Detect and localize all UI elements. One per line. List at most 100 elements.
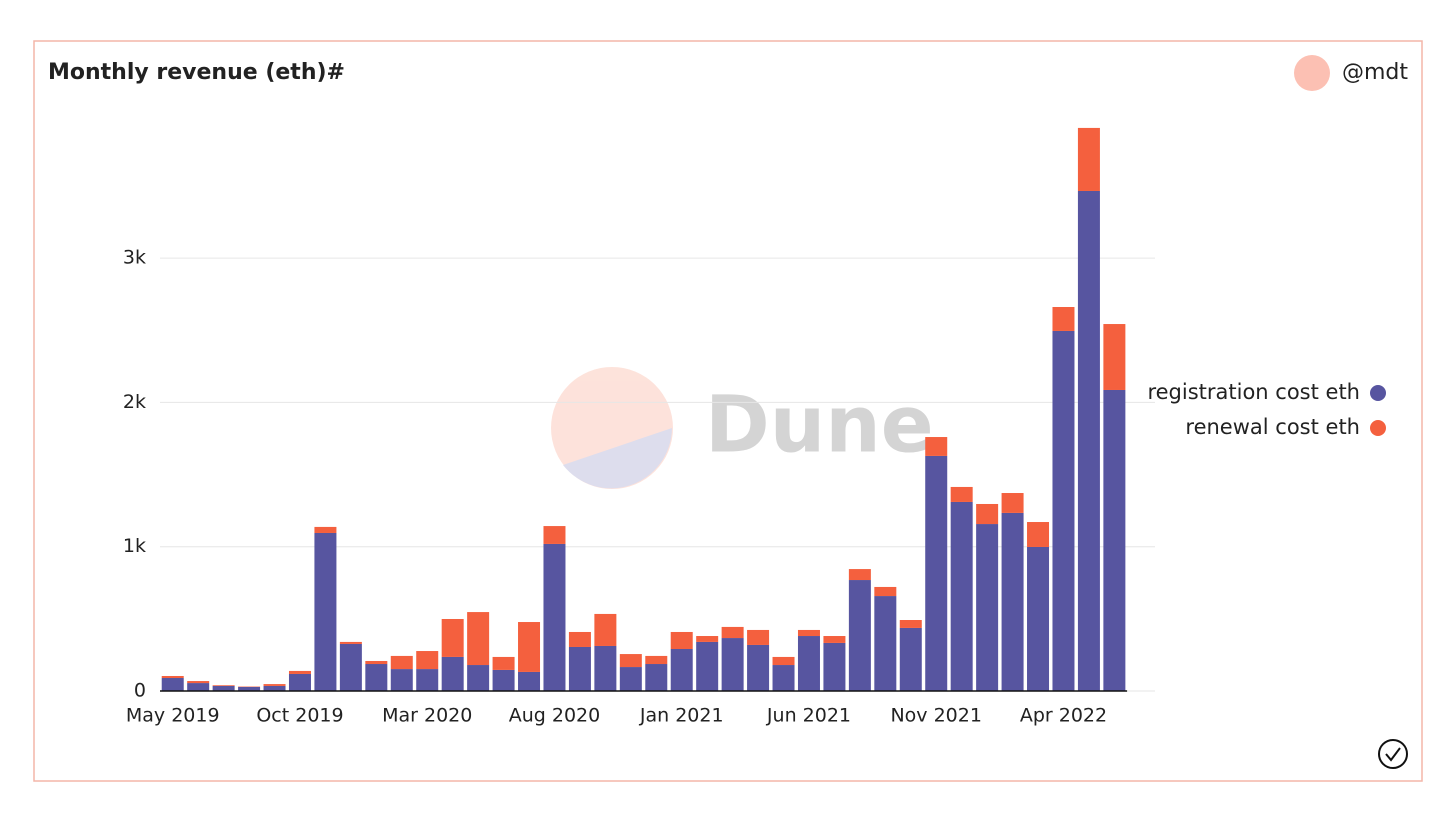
- watermark-logo: [551, 367, 673, 489]
- x-tick-label: Jan 2021: [639, 705, 724, 727]
- bar-segment: [619, 654, 642, 668]
- bar-segment: [518, 622, 541, 672]
- bar-segment: [1103, 389, 1126, 691]
- bar-segment: [670, 649, 693, 691]
- bar-segment: [161, 678, 184, 691]
- bar-segment: [1077, 127, 1100, 191]
- bar-segment: [950, 486, 973, 502]
- bar-segment: [288, 673, 311, 691]
- bar-segment: [772, 665, 795, 691]
- bar-segment: [492, 656, 515, 670]
- x-tick-label: Oct 2019: [256, 705, 343, 727]
- bar-segment: [645, 664, 668, 691]
- legend-swatch: [1370, 420, 1386, 436]
- bar-segment: [467, 612, 490, 666]
- bar-segment: [390, 655, 413, 670]
- x-tick-label: May 2019: [126, 705, 220, 727]
- bar-segment: [1103, 324, 1126, 390]
- bar-segment: [288, 670, 311, 674]
- check-circle[interactable]: [1378, 739, 1408, 769]
- bar-segment: [950, 501, 973, 691]
- bar-segment: [1052, 330, 1075, 691]
- bar-segment: [899, 627, 922, 691]
- bar-segment: [339, 643, 362, 691]
- check-mark[interactable]: [1385, 747, 1401, 762]
- bar-segment: [696, 636, 719, 642]
- bar-segment: [1001, 493, 1024, 513]
- x-tick-label: Mar 2020: [382, 705, 472, 727]
- bar-segment: [721, 638, 744, 691]
- bar-segment: [874, 596, 897, 691]
- chart-title: Monthly revenue (eth)#: [48, 60, 345, 85]
- bar-segment: [797, 636, 820, 691]
- bar-segment: [365, 660, 388, 665]
- bar-segment: [212, 685, 235, 686]
- bar-segment: [848, 580, 871, 691]
- x-tick-label: Nov 2021: [890, 705, 981, 727]
- bar-segment: [263, 684, 286, 686]
- bar-segment: [187, 683, 210, 691]
- bar-segment: [747, 629, 770, 645]
- bar-segment: [238, 686, 261, 691]
- bar-segment: [1052, 307, 1075, 331]
- bar-segment: [976, 524, 999, 691]
- legend-label: renewal cost eth: [1185, 415, 1360, 439]
- bar-segment: [492, 669, 515, 691]
- bar-segment: [314, 532, 337, 691]
- bar-segment: [187, 681, 210, 684]
- bar-segment: [747, 644, 770, 691]
- bar-segment: [518, 671, 541, 691]
- bar-segment: [899, 620, 922, 628]
- bar-segment: [263, 685, 286, 691]
- bar-segment: [543, 526, 566, 544]
- bar-segment: [670, 631, 693, 650]
- plot: 0 1k 2k 3k May 2019 Oct 2019 Mar 2020 Aug 2020 J…: [123, 127, 1386, 727]
- bar-segment: [976, 503, 999, 525]
- y-tick-label: 3k: [123, 247, 146, 269]
- bar-segment: [823, 636, 846, 643]
- bar-segment: [568, 631, 591, 647]
- bar-segment: [772, 656, 795, 666]
- logo-bottom: [563, 428, 672, 489]
- y-tick-label: 0: [134, 680, 146, 702]
- bar-segment: [339, 641, 362, 644]
- y-tick-label: 1k: [123, 535, 146, 557]
- bar-segment: [925, 455, 948, 691]
- bar-segment: [848, 569, 871, 581]
- bar-segment: [441, 656, 464, 691]
- bar-segment: [568, 646, 591, 691]
- bar-segment: [212, 685, 235, 691]
- bar-segment: [314, 526, 337, 533]
- bar-segment: [1027, 522, 1050, 547]
- author: @mdt: [1342, 60, 1408, 85]
- bar-segment: [823, 642, 846, 691]
- bar-segment: [543, 543, 566, 691]
- bar-segment: [467, 665, 490, 691]
- bar-segment: [441, 618, 464, 657]
- bar-segment: [594, 645, 617, 691]
- x-tick-label: Jun 2021: [766, 705, 851, 727]
- bar-segment: [390, 669, 413, 691]
- y-tick-label: 2k: [123, 391, 146, 413]
- watermark: Dune: [705, 380, 934, 470]
- bar-segment: [365, 664, 388, 691]
- bar-segment: [797, 629, 820, 637]
- bar-segment: [619, 667, 642, 691]
- bar-segment: [721, 626, 744, 639]
- check-icon[interactable]: [1378, 739, 1408, 769]
- bar-segment: [594, 613, 617, 646]
- legend-label: registration cost eth: [1147, 380, 1360, 404]
- x-tick-label: Aug 2020: [509, 705, 601, 727]
- logo-top: [551, 367, 673, 489]
- bar-segment: [1077, 190, 1100, 691]
- bar-segment: [925, 437, 948, 456]
- x-tick-label: Apr 2022: [1020, 705, 1107, 727]
- bar-segment: [645, 655, 668, 665]
- bar-segment: [1027, 546, 1050, 691]
- bar-segment: [161, 675, 184, 679]
- legend-swatch: [1370, 385, 1386, 401]
- bar-segment: [416, 669, 439, 691]
- avatar: [1294, 55, 1330, 91]
- bar-segment: [874, 586, 897, 597]
